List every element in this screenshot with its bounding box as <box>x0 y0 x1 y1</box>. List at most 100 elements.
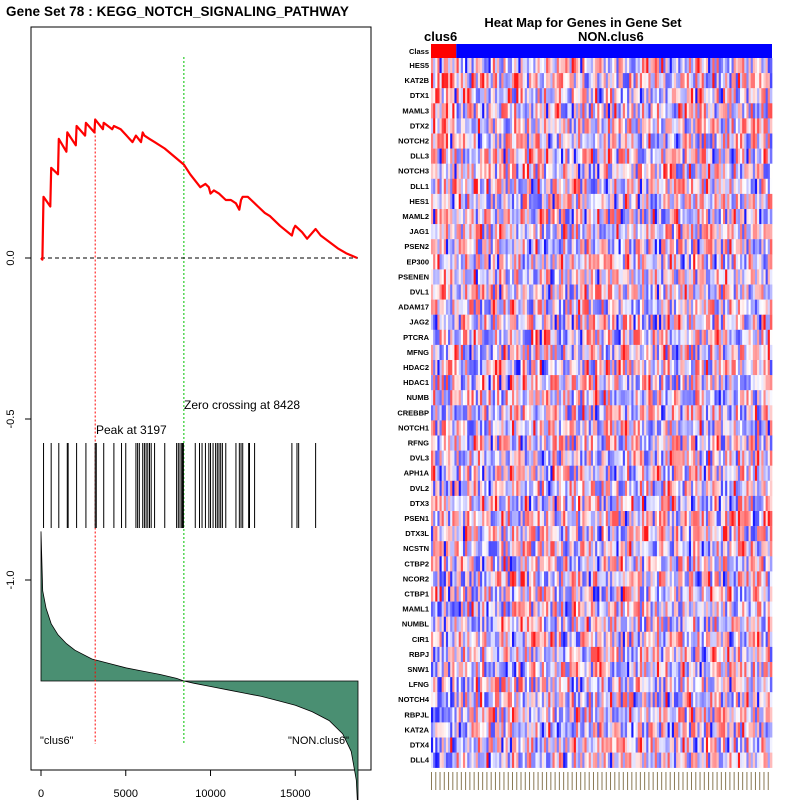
heatmap-cell <box>754 239 758 255</box>
heatmap-cell <box>622 465 626 481</box>
heatmap-cell <box>637 73 641 89</box>
heatmap-cell <box>522 88 526 104</box>
heatmap-cell <box>580 118 583 134</box>
heatmap-cell <box>501 495 504 512</box>
heatmap-cell <box>486 284 489 300</box>
heatmap-cell <box>671 495 675 512</box>
heatmap-cell <box>631 239 634 255</box>
heatmap-cell <box>616 314 619 330</box>
heatmap-cell <box>435 193 438 210</box>
heatmap-cell <box>494 284 498 300</box>
heatmap-cell <box>567 344 570 361</box>
heatmap-cell <box>693 390 696 406</box>
heatmap-cell <box>433 133 436 149</box>
heatmap-cell <box>531 209 534 225</box>
heatmap-cell <box>748 465 752 481</box>
heatmap-cell <box>627 239 630 255</box>
heatmap-cell <box>480 254 483 270</box>
heatmap-cell <box>699 299 703 315</box>
heatmap-cell <box>561 193 564 210</box>
heatmap-cell <box>535 133 538 149</box>
class-bar-clus6 <box>431 44 457 58</box>
heatmap-cell <box>490 239 494 255</box>
heatmap-cell <box>582 375 585 391</box>
heatmap-cell <box>731 495 734 512</box>
heatmap-cell <box>571 314 575 330</box>
heatmap-cell <box>520 239 523 255</box>
heatmap-cell <box>482 360 485 376</box>
heatmap-cell <box>533 118 536 134</box>
heatmap-cell <box>678 420 681 436</box>
heatmap-cell <box>725 450 728 466</box>
heatmap-cell <box>516 73 519 89</box>
heatmap-cell <box>558 148 562 164</box>
heatmap-cell <box>462 284 466 300</box>
heatmap-cell <box>720 450 724 466</box>
heatmap-cell <box>693 465 696 481</box>
heatmap-cell <box>710 299 713 315</box>
heatmap-cell <box>720 284 724 300</box>
heatmap-cell <box>703 360 707 376</box>
heatmap-cell <box>499 178 502 195</box>
heatmap-cell <box>712 193 715 210</box>
heatmap-cell <box>676 239 679 255</box>
heatmap-cell <box>667 405 671 421</box>
heatmap-cell <box>445 284 449 300</box>
heatmap-cell <box>488 480 492 497</box>
heatmap-cell <box>454 495 457 512</box>
heatmap-cell <box>433 73 436 89</box>
heatmap-cell <box>757 360 760 376</box>
heatmap-cell <box>586 163 590 179</box>
heatmap-cell <box>518 193 521 210</box>
heatmap-cell <box>458 88 462 104</box>
heatmap-cell <box>708 435 711 451</box>
heatmap-cell <box>580 209 583 225</box>
heatmap-cell <box>716 465 720 481</box>
heatmap-cell <box>744 465 747 481</box>
heatmap-cell <box>546 405 549 421</box>
heatmap-cell <box>471 344 474 361</box>
heatmap-cell <box>550 299 553 315</box>
heatmap-cell <box>592 103 596 119</box>
heatmap-cell <box>759 148 762 164</box>
heatmap-cell <box>460 480 464 497</box>
heatmap-cell <box>582 73 585 89</box>
heatmap-cell <box>686 269 690 285</box>
heatmap-cell <box>631 269 634 285</box>
heatmap-cell <box>518 269 521 285</box>
heatmap-cell <box>588 344 592 361</box>
heatmap-cell <box>641 88 645 104</box>
heatmap-cell <box>541 375 545 391</box>
heatmap-cell <box>716 88 720 104</box>
heatmap-cell <box>509 88 513 104</box>
heatmap-cell <box>624 465 628 481</box>
heatmap-cell <box>582 284 585 300</box>
heatmap-cell <box>720 193 724 210</box>
heatmap-cell <box>599 344 602 361</box>
heatmap-cell <box>727 375 730 391</box>
heatmap-cell <box>497 299 500 315</box>
heatmap-cell <box>595 178 598 195</box>
heatmap-cell <box>618 118 622 134</box>
heatmap-cell <box>439 480 442 497</box>
heatmap-cell <box>680 118 683 134</box>
heatmap-cell <box>761 465 764 481</box>
heatmap-cell <box>725 209 728 225</box>
heatmap-cell <box>507 103 511 119</box>
heatmap-cell <box>722 103 726 119</box>
heatmap-cell <box>445 148 449 164</box>
heatmap-cell <box>661 254 664 270</box>
heatmap-cell <box>757 390 760 406</box>
heatmap-cell <box>584 209 587 225</box>
heatmap-cell <box>752 193 756 210</box>
heatmap-cell <box>484 224 487 240</box>
heatmap-cell <box>469 511 472 527</box>
heatmap-cell <box>656 209 660 225</box>
heatmap-cell <box>614 299 617 315</box>
heatmap-cell <box>765 178 769 195</box>
heatmap-cell <box>556 209 560 225</box>
heatmap-cell <box>503 148 506 164</box>
heatmap-cell <box>673 118 677 134</box>
heatmap-cell <box>735 450 739 466</box>
heatmap-cell <box>667 284 671 300</box>
